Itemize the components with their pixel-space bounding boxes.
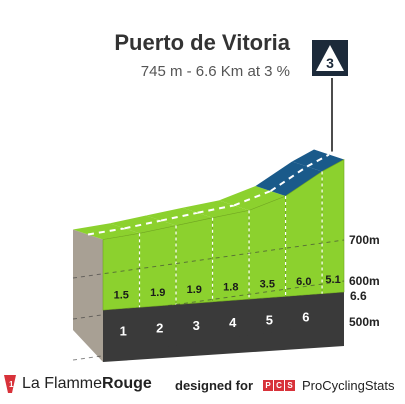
brand-part2: Rouge xyxy=(102,375,152,392)
road-line-6 xyxy=(270,165,308,192)
altitude-guide-600m xyxy=(72,280,345,320)
gradient-label-5: 3.5 xyxy=(260,279,275,291)
pcs-letter-s: S xyxy=(285,380,296,391)
climb-subtitle: 745 m - 6.6 Km at 3 % xyxy=(140,63,290,80)
gradient-label-3: 1.9 xyxy=(187,284,202,296)
category-triangle-icon xyxy=(316,45,344,71)
ground-base xyxy=(103,292,344,362)
km-marker-4: 4 xyxy=(229,315,237,330)
flag-icon: 1 xyxy=(4,375,16,393)
start-wall xyxy=(73,229,103,362)
segment-front-7 xyxy=(321,159,345,294)
segment-top-4 xyxy=(182,200,250,218)
pcs-letter-c: C xyxy=(274,380,285,391)
km-marker-5: 5 xyxy=(266,312,273,327)
category-number: 3 xyxy=(326,55,334,71)
gradient-label-7: 5.1 xyxy=(325,274,340,286)
km-marker-6: 6 xyxy=(302,310,309,325)
total-distance-label: 6.6 xyxy=(350,289,367,303)
pcs-name-rest: CyclingStats xyxy=(322,378,395,393)
altitude-tick-500m: 500m xyxy=(349,315,380,329)
pcs-name-pro: Pro xyxy=(302,378,323,393)
gradient-label-4: 1.8 xyxy=(223,281,238,293)
altitude-guide-700m xyxy=(72,239,345,279)
segment-top-1 xyxy=(73,223,140,240)
designed-for: designed for P C S Pro CyclingStats xyxy=(175,378,395,393)
lfr-brand: 1 La Flamme Rouge xyxy=(4,375,152,393)
climb-title: Puerto de Vitoria xyxy=(114,30,290,55)
road-line-7 xyxy=(306,153,330,168)
gradient-label-1: 1.5 xyxy=(114,290,129,302)
km-marker-2: 2 xyxy=(156,321,163,336)
altitude-tick-700m: 700m xyxy=(349,233,380,247)
svg-text:1: 1 xyxy=(9,380,14,389)
altitude-guide-500m xyxy=(72,321,345,361)
km-marker-1: 1 xyxy=(120,323,127,338)
designed-for-label: designed for xyxy=(175,378,254,393)
km-marker-3: 3 xyxy=(193,318,200,333)
brand-part1: La Flamme xyxy=(22,375,103,392)
gradient-label-2: 1.9 xyxy=(150,287,165,299)
pcs-logo: P C S xyxy=(263,380,296,391)
pcs-letter-p: P xyxy=(263,380,274,391)
gradient-label-6: 6.0 xyxy=(296,276,311,288)
altitude-tick-600m: 600m xyxy=(349,274,380,288)
